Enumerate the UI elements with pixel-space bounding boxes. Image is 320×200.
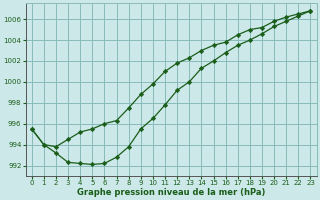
X-axis label: Graphe pression niveau de la mer (hPa): Graphe pression niveau de la mer (hPa) [77,188,265,197]
